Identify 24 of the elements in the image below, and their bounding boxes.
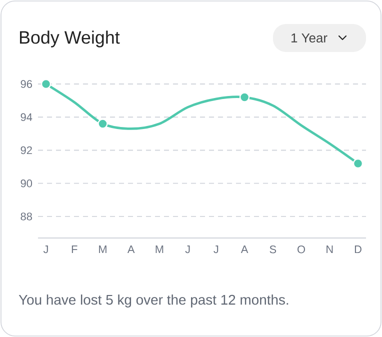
point xyxy=(98,118,108,129)
y-tick-label: 96 xyxy=(20,80,32,88)
x-tick-label: A xyxy=(127,246,135,254)
point xyxy=(352,158,364,169)
x-tick-label: N xyxy=(326,246,333,254)
x-tick-label: J xyxy=(185,246,190,254)
point xyxy=(40,78,52,90)
text: 1 Year xyxy=(292,33,328,43)
x-tick-label: M xyxy=(99,246,106,254)
text: You have lost 5 kg over the past 12 months. xyxy=(18,294,288,308)
x-tick-label: J xyxy=(43,246,48,254)
x-tick-label: D xyxy=(354,246,362,254)
y-tick-label: 88 xyxy=(20,212,32,220)
y-tick-label: 90 xyxy=(20,179,32,188)
x-tick-label: S xyxy=(270,246,276,254)
y-tick-label: 92 xyxy=(20,146,32,154)
x-tick-label: M xyxy=(156,246,164,254)
x-tick-label: O xyxy=(298,246,306,254)
x-tick-label: J xyxy=(214,246,218,254)
chart-title: Body Weight xyxy=(20,30,120,48)
x-tick-label: A xyxy=(240,246,248,254)
x-tick-label: F xyxy=(72,246,78,254)
y-tick-label: 94 xyxy=(20,113,32,122)
point xyxy=(239,92,250,102)
